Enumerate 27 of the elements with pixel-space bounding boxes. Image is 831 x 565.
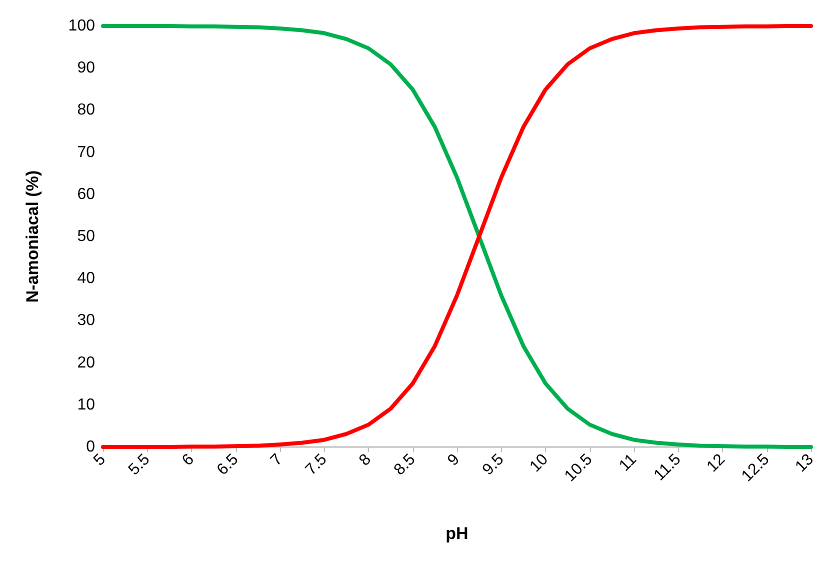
y-tick-label: 10 (77, 396, 96, 414)
x-axis-title: pH (446, 524, 468, 543)
line-series (101, 24, 813, 449)
x-tick-label: 10 (526, 450, 552, 476)
y-tick-label: 70 (77, 144, 96, 161)
y-tick-label: 40 (77, 270, 96, 288)
x-tick-label: 7.5 (302, 450, 330, 479)
x-tick-label: 9.5 (480, 450, 508, 479)
y-tick-label: 100 (68, 18, 96, 34)
x-tick-label: 11 (616, 450, 640, 475)
x-tick-label: 12 (704, 450, 729, 476)
x-tick-label: 8.5 (391, 450, 419, 479)
x-tick-label: 13 (792, 450, 818, 476)
y-tick-label: 60 (77, 186, 96, 203)
y-axis-title: N-amoniacal (%) (23, 170, 42, 303)
x-tick-label: 9 (444, 450, 464, 470)
y-tick-label: 30 (77, 312, 96, 330)
y-tick-label: 20 (77, 354, 96, 372)
x-tick-label: 8 (356, 450, 375, 470)
x-tick-label: 5.5 (126, 450, 154, 479)
y-tick-label: 50 (77, 228, 96, 245)
x-tick-label: 11.5 (651, 450, 684, 484)
x-tick-label: 7 (268, 450, 286, 470)
y-tick-label: 80 (77, 102, 96, 119)
x-tick-label: 6 (179, 450, 198, 470)
x-tick-label: 6.5 (214, 450, 242, 479)
y-tick-label: 90 (77, 60, 96, 77)
